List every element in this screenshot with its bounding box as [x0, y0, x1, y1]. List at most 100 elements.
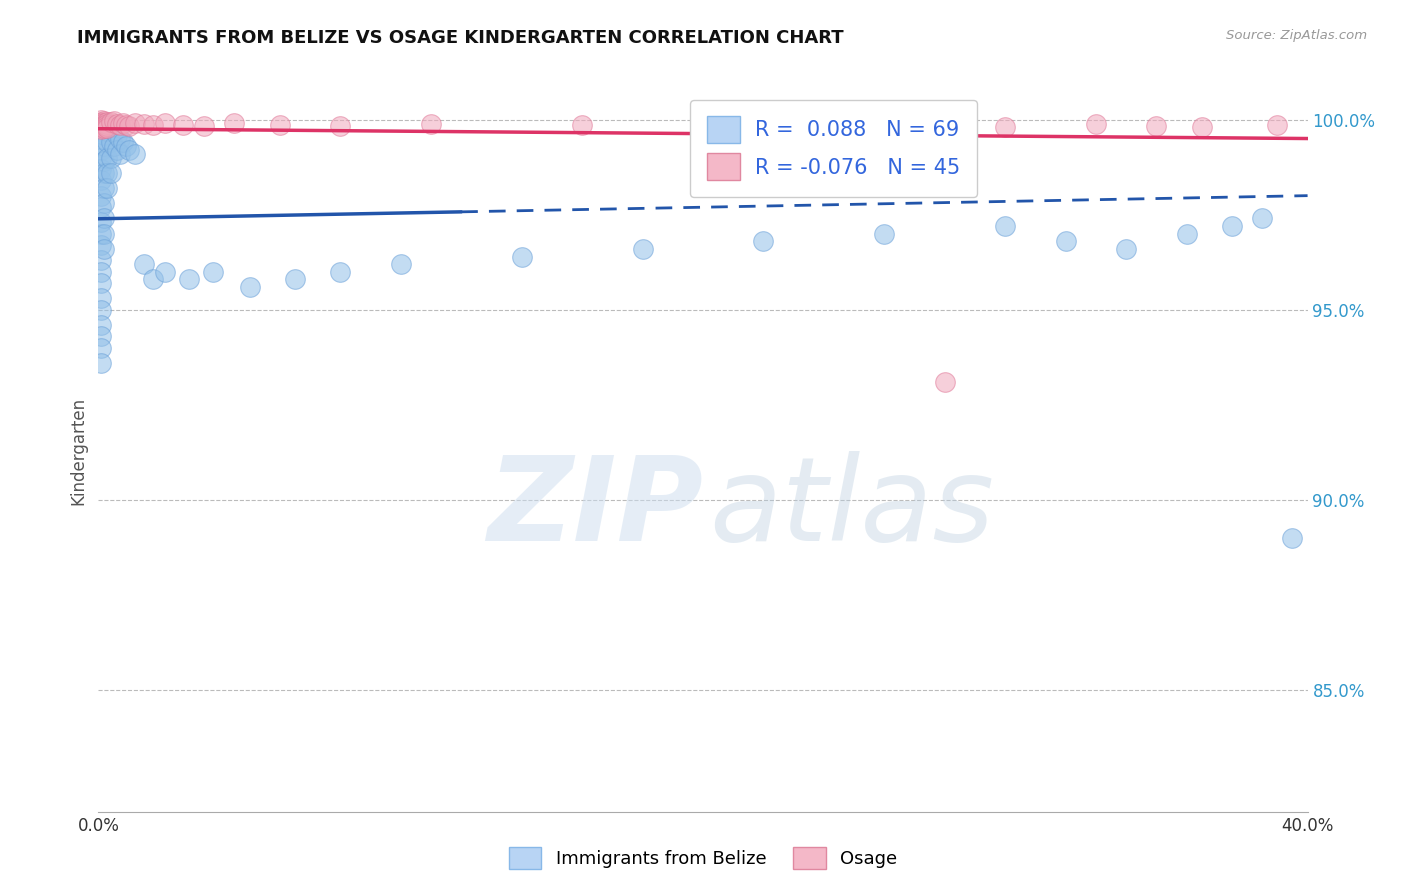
Point [90, 120, 112, 135]
Point [124, 116, 146, 130]
Point [111, 116, 134, 130]
Point [90, 329, 112, 343]
Point [93, 116, 115, 130]
Point [100, 136, 122, 150]
Y-axis label: Kindergarten: Kindergarten [69, 396, 87, 505]
Point [1175, 227, 1198, 241]
Point [96, 119, 118, 133]
Point [329, 265, 352, 279]
Text: ZIP: ZIP [486, 450, 703, 566]
Point [193, 119, 215, 133]
Point [93, 118, 115, 132]
Point [96, 120, 118, 135]
Point [90, 238, 112, 252]
Point [142, 272, 165, 286]
Point [90, 131, 112, 145]
Point [420, 117, 443, 131]
Point [124, 146, 146, 161]
Point [1054, 235, 1077, 249]
Point [90, 119, 112, 133]
Point [631, 242, 654, 256]
Point [132, 257, 155, 271]
Point [93, 120, 115, 134]
Point [90, 200, 112, 214]
Point [93, 116, 115, 130]
Point [202, 265, 225, 279]
Point [510, 250, 533, 264]
Point [994, 120, 1017, 135]
Point [239, 280, 262, 294]
Point [90, 215, 112, 229]
Point [100, 166, 122, 180]
Point [90, 253, 112, 268]
Point [1220, 219, 1243, 233]
Point [90, 116, 112, 130]
Point [90, 341, 112, 355]
Text: IMMIGRANTS FROM BELIZE VS OSAGE KINDERGARTEN CORRELATION CHART: IMMIGRANTS FROM BELIZE VS OSAGE KINDERGA… [77, 29, 844, 46]
Point [153, 116, 176, 130]
Point [90, 188, 112, 202]
Point [90, 276, 112, 290]
Text: atlas: atlas [709, 451, 994, 566]
Legend: R =  0.088   N = 69, R = -0.076   N = 45: R = 0.088 N = 69, R = -0.076 N = 45 [690, 100, 977, 197]
Point [96, 115, 118, 129]
Point [153, 265, 176, 279]
Point [1085, 117, 1108, 131]
Legend: Immigrants from Belize, Osage: Immigrants from Belize, Osage [502, 839, 904, 876]
Point [90, 114, 112, 128]
Point [179, 272, 201, 286]
Point [93, 227, 115, 241]
Point [224, 116, 246, 130]
Point [96, 151, 118, 165]
Point [284, 272, 307, 286]
Point [873, 227, 896, 241]
Point [142, 119, 165, 133]
Point [108, 146, 131, 161]
Point [114, 139, 136, 153]
Point [389, 257, 412, 271]
Point [96, 124, 118, 138]
Point [93, 121, 115, 136]
Point [96, 136, 118, 150]
Point [1281, 531, 1303, 545]
Point [90, 143, 112, 157]
Point [118, 119, 141, 133]
Point [103, 139, 125, 153]
Point [108, 131, 131, 145]
Point [90, 120, 112, 135]
Point [90, 151, 112, 165]
Point [994, 219, 1017, 233]
Point [108, 119, 131, 133]
Point [96, 166, 118, 180]
Point [1251, 211, 1274, 226]
Point [93, 211, 115, 226]
Point [752, 235, 775, 249]
Point [96, 117, 118, 131]
Point [692, 117, 714, 131]
Point [93, 139, 115, 153]
Point [90, 318, 112, 332]
Point [90, 116, 112, 130]
Point [103, 113, 125, 128]
Point [90, 120, 112, 135]
Point [329, 120, 352, 134]
Point [96, 181, 118, 195]
Point [93, 196, 115, 211]
Point [103, 124, 125, 138]
Point [100, 151, 122, 165]
Point [90, 162, 112, 177]
Point [1144, 119, 1167, 133]
Point [90, 265, 112, 279]
Point [269, 119, 291, 133]
Point [1115, 242, 1137, 256]
Point [90, 227, 112, 241]
Point [93, 128, 115, 142]
Point [100, 120, 122, 135]
Point [114, 118, 136, 132]
Point [90, 119, 112, 133]
Point [90, 302, 112, 317]
Point [90, 356, 112, 370]
Point [934, 375, 956, 389]
Point [93, 166, 115, 180]
Text: Source: ZipAtlas.com: Source: ZipAtlas.com [1226, 29, 1367, 42]
